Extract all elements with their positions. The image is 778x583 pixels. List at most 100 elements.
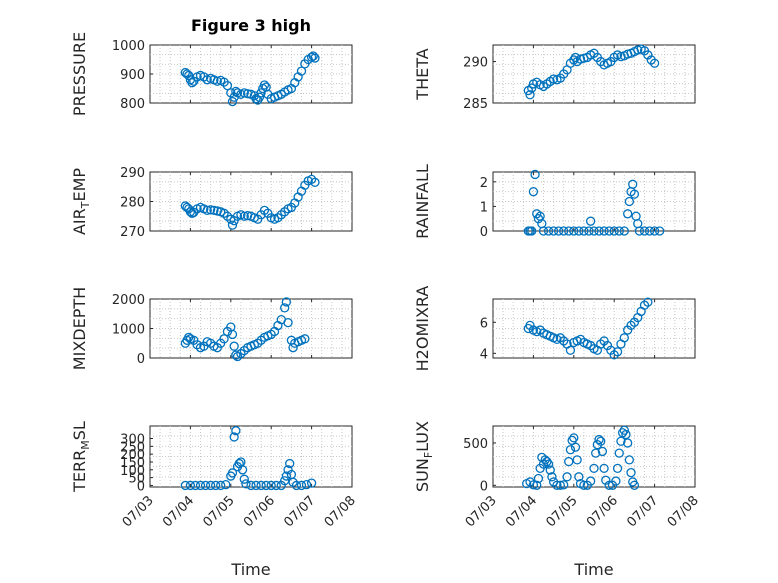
data-point bbox=[296, 66, 307, 76]
data-point bbox=[554, 226, 564, 236]
y-axis-label-5: H2OMIXRA bbox=[413, 286, 432, 372]
x-axis-label-left: Time bbox=[230, 560, 270, 579]
data-point bbox=[614, 448, 624, 458]
data-point bbox=[219, 334, 229, 344]
data-point bbox=[574, 472, 584, 482]
data-point bbox=[594, 226, 604, 236]
data-point bbox=[528, 187, 539, 197]
y-tick-label: 0 bbox=[137, 352, 145, 367]
y-tick-label: 900 bbox=[120, 68, 145, 83]
data-point bbox=[555, 480, 565, 490]
y-tick-label: 250 bbox=[120, 440, 145, 455]
y-tick-label: 290 bbox=[463, 56, 488, 71]
y-tick-label: 4 bbox=[480, 347, 488, 362]
y-axis-label-0: PRESSURE bbox=[70, 32, 89, 116]
data-point bbox=[200, 480, 211, 491]
data-point bbox=[530, 169, 540, 180]
y-tick-label: 200 bbox=[120, 448, 145, 463]
data-point bbox=[300, 334, 310, 344]
data-point bbox=[572, 455, 582, 465]
data-point bbox=[291, 480, 302, 491]
data-point bbox=[624, 196, 634, 207]
data-point bbox=[649, 58, 660, 68]
data-point bbox=[629, 189, 640, 199]
data-point bbox=[254, 92, 265, 102]
data-point bbox=[216, 480, 226, 491]
data-point bbox=[242, 211, 253, 221]
data-point bbox=[296, 480, 307, 491]
data-point bbox=[532, 480, 542, 490]
data-point bbox=[306, 478, 317, 488]
data-point bbox=[239, 474, 249, 484]
data-point bbox=[227, 220, 238, 230]
data-point bbox=[619, 425, 629, 435]
subplot-air-temp: 270 280 290 AIRTEMP bbox=[70, 166, 353, 240]
data-point bbox=[271, 480, 281, 491]
subplot-mixdepth: 0 1000 2000 MIXDEPTH bbox=[70, 287, 353, 370]
data-point bbox=[614, 226, 624, 236]
data-point bbox=[221, 480, 231, 490]
y-tick-label: 150 bbox=[120, 456, 145, 471]
data-point bbox=[533, 473, 544, 484]
data-point bbox=[562, 472, 572, 482]
data-point bbox=[190, 480, 201, 491]
data-point bbox=[559, 480, 569, 490]
data-point bbox=[543, 459, 554, 469]
data-point bbox=[266, 480, 276, 491]
data-point bbox=[591, 448, 601, 458]
data-point bbox=[548, 226, 559, 236]
data-point bbox=[604, 480, 614, 490]
data-point bbox=[251, 480, 261, 491]
data-point bbox=[569, 433, 579, 443]
data-point bbox=[634, 226, 645, 236]
data-point bbox=[619, 226, 629, 236]
data-point bbox=[565, 345, 576, 355]
data-point bbox=[628, 179, 638, 189]
data-point bbox=[231, 426, 241, 436]
data-point bbox=[195, 480, 206, 491]
data-point bbox=[261, 480, 271, 491]
y-axis-label-4: MIXDEPTH bbox=[70, 287, 89, 370]
data-point bbox=[624, 455, 634, 465]
data-point bbox=[569, 226, 579, 236]
y-tick-label: 0 bbox=[480, 225, 488, 240]
y-tick-label: 2000 bbox=[112, 293, 145, 308]
y-tick-label: 1 bbox=[480, 200, 488, 215]
data-point bbox=[629, 480, 640, 490]
data-point bbox=[256, 480, 266, 491]
data-point bbox=[227, 96, 238, 107]
data-point bbox=[527, 226, 537, 236]
data-point bbox=[184, 332, 194, 343]
data-point bbox=[256, 88, 266, 98]
data-point bbox=[242, 89, 253, 99]
data-point bbox=[281, 471, 292, 481]
data-point bbox=[643, 297, 653, 307]
data-point bbox=[589, 463, 599, 474]
data-point bbox=[259, 80, 270, 90]
data-point bbox=[574, 226, 584, 236]
data-point bbox=[594, 434, 604, 445]
subplot-h2omixra: 4 6 H2OMIXRA bbox=[413, 286, 696, 372]
data-point bbox=[180, 480, 191, 491]
data-point bbox=[639, 226, 650, 236]
data-point bbox=[599, 226, 609, 236]
data-point bbox=[310, 53, 320, 63]
data-point bbox=[612, 463, 623, 474]
data-point bbox=[288, 343, 298, 353]
data-point bbox=[611, 476, 621, 486]
data-point bbox=[205, 480, 216, 491]
y-axis-label-2: AIRTEMP bbox=[70, 168, 92, 235]
data-point bbox=[187, 78, 197, 88]
data-point bbox=[619, 333, 629, 343]
data-point bbox=[564, 456, 574, 467]
data-point bbox=[579, 226, 589, 236]
data-point bbox=[239, 211, 249, 221]
data-point bbox=[626, 467, 636, 478]
subplot-rainfall: 0 1 2 RAINFALL bbox=[413, 164, 696, 240]
data-point bbox=[547, 472, 557, 482]
data-point bbox=[229, 432, 239, 442]
data-point bbox=[227, 468, 238, 478]
y-axis-label-7: SUNFLUX bbox=[413, 421, 435, 492]
data-point bbox=[589, 226, 599, 236]
